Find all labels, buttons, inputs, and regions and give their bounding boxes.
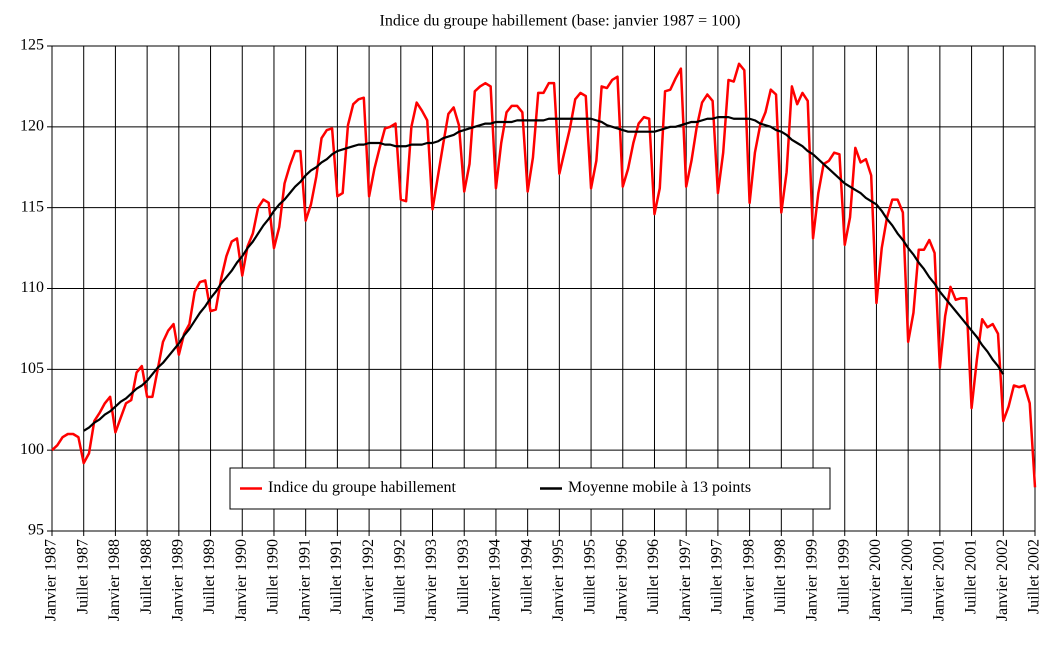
x-tick-label: Juillet 1995	[582, 539, 599, 614]
legend-label: Moyenne mobile à 13 points	[568, 479, 751, 496]
x-tick-label: Juillet 1987	[74, 539, 91, 614]
x-tick-label: Janvier 1990	[233, 539, 250, 621]
x-tick-label: Janvier 1989	[170, 539, 187, 621]
x-tick-label: Juillet 1996	[645, 539, 662, 614]
x-tick-label: Juillet 2001	[962, 539, 979, 614]
x-tick-label: Janvier 1994	[487, 539, 504, 621]
series-line	[51, 62, 1037, 488]
y-tick-label: 115	[21, 198, 44, 215]
x-tick-label: Juillet 1989	[201, 539, 218, 614]
x-tick-label: Juillet 2002	[1026, 539, 1040, 614]
x-tick-label: Janvier 1995	[550, 539, 567, 621]
x-tick-label: Janvier 1992	[360, 539, 377, 621]
y-tick-label: 105	[20, 360, 44, 377]
x-tick-label: Janvier 1993	[423, 539, 440, 621]
y-tick-label: 125	[20, 37, 44, 54]
x-tick-label: Juillet 1994	[518, 539, 535, 614]
x-tick-label: Janvier 1991	[296, 539, 313, 621]
x-tick-label: Janvier 2001	[931, 539, 948, 621]
x-tick-label: Janvier 2000	[867, 539, 884, 621]
legend-label: Indice du groupe habillement	[268, 479, 456, 496]
x-tick-label: Janvier 1998	[740, 539, 757, 621]
x-tick-label: Juillet 1993	[455, 539, 472, 614]
x-tick-label: Juillet 1999	[835, 539, 852, 614]
y-tick-label: 120	[20, 118, 44, 135]
x-tick-label: Janvier 1988	[106, 539, 123, 621]
x-tick-label: Juillet 1997	[709, 539, 726, 614]
y-tick-label: 95	[28, 522, 44, 539]
x-tick-label: Janvier 1987	[43, 539, 60, 621]
x-tick-label: Juillet 1988	[138, 539, 155, 614]
y-tick-label: 100	[20, 441, 44, 458]
x-tick-label: Janvier 2002	[994, 539, 1011, 621]
x-tick-label: Juillet 1990	[265, 539, 282, 614]
legend-box	[229, 467, 831, 510]
x-tick-label: Janvier 1999	[804, 539, 821, 621]
chart-title: Indice du groupe habillement (base: janv…	[380, 13, 741, 30]
series-line	[83, 116, 1005, 432]
x-tick-label: Janvier 1996	[613, 539, 630, 621]
x-tick-label: Juillet 1992	[391, 539, 408, 614]
x-tick-label: Juillet 2000	[899, 539, 916, 614]
x-tick-label: Juillet 1998	[772, 539, 789, 614]
x-tick-label: Juillet 1991	[328, 539, 345, 614]
y-tick-label: 110	[21, 279, 44, 296]
x-tick-label: Janvier 1997	[677, 539, 694, 621]
